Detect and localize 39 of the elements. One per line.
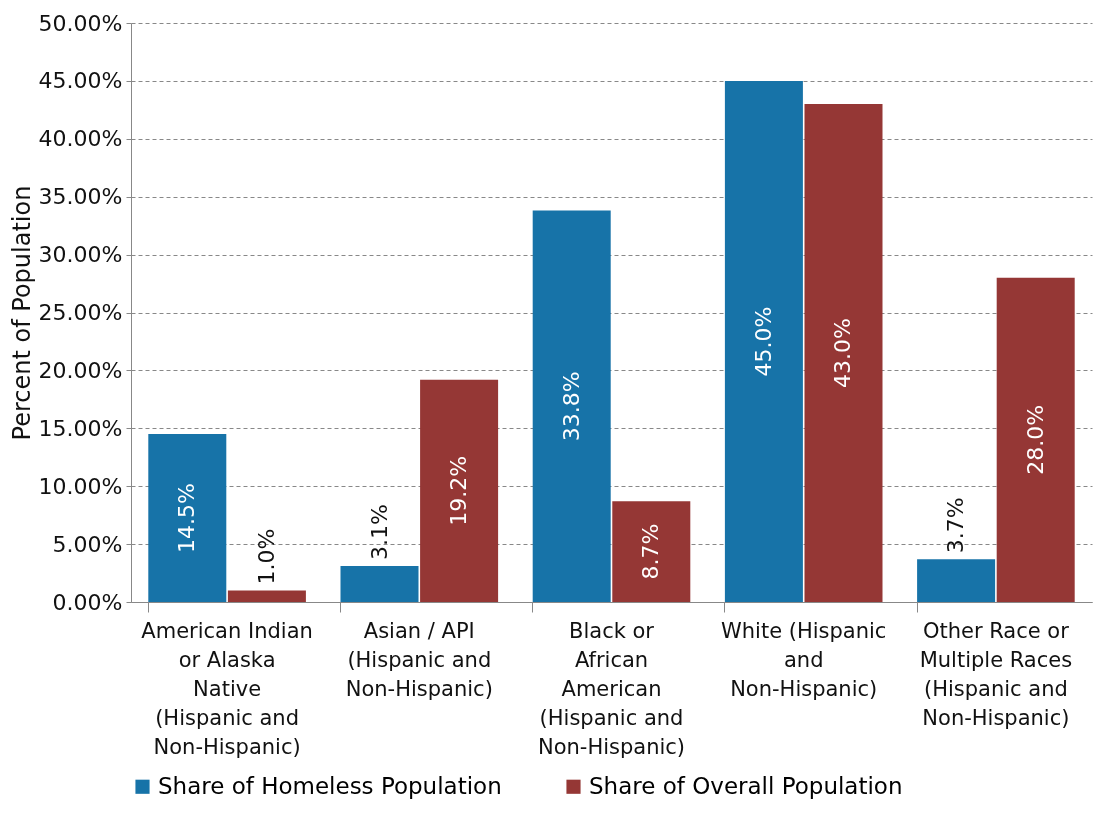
x-tick-label: American Indian or Alaska Native (Hispanic and Non-Hispanic)	[141, 618, 313, 759]
bar	[532, 210, 611, 602]
bar	[148, 434, 227, 602]
x-tick-label: Black or African American (Hispanic and Non-Hispanic)	[537, 618, 686, 759]
y-tick-label: 15.00%	[38, 415, 123, 441]
y-tick-label: 30.00%	[38, 242, 123, 268]
y-tick-label: 40.00%	[38, 126, 123, 152]
bar	[917, 559, 996, 602]
y-tick-label: 5.00%	[52, 531, 123, 557]
data-label: 45.0%	[750, 306, 776, 377]
y-tick-label: 25.00%	[38, 300, 123, 325]
y-tick-label: 50.00%	[38, 10, 123, 36]
x-tick-label: Other Race or Multiple Races (Hispanic and Non-Hispanic)	[919, 618, 1073, 730]
legend-label: Share of Overall Population	[589, 772, 903, 799]
x-tick-label: Asian / API (Hispanic and Non-Hispanic)	[345, 618, 493, 701]
data-label: 1.0%	[253, 528, 279, 585]
data-label: 3.1%	[366, 504, 392, 561]
data-label: 43.0%	[830, 318, 856, 388]
y-tick-label: 20.00%	[38, 357, 123, 383]
y-tick-label: 10.00%	[38, 473, 123, 499]
bar	[340, 566, 419, 602]
y-tick-label: 0.00%	[52, 589, 123, 615]
bar	[996, 277, 1075, 602]
data-label: 33.8%	[558, 371, 584, 442]
legend-label: Share of Homeless Population	[158, 772, 502, 799]
y-tick-label: 45.00%	[38, 68, 123, 94]
data-label: 8.7%	[638, 523, 664, 580]
bar	[724, 80, 803, 602]
y-axis-title: Percent of Population	[7, 185, 36, 441]
bar	[420, 379, 499, 602]
bar	[227, 590, 306, 602]
bar	[612, 501, 691, 602]
y-tick-label: 35.00%	[38, 184, 123, 210]
data-label: 3.7%	[943, 497, 969, 554]
data-label: 19.2%	[446, 455, 472, 526]
x-tick-label: White (Hispanic and Non-Hispanic)	[721, 618, 887, 701]
bar	[804, 104, 883, 602]
data-label: 14.5%	[174, 483, 200, 553]
data-label: 28.0%	[1022, 404, 1048, 475]
